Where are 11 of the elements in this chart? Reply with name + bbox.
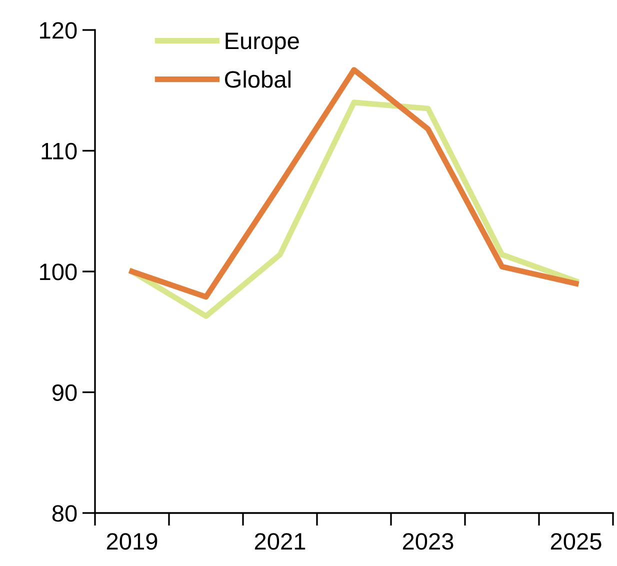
y-tick-label: 100 xyxy=(40,264,77,280)
legend-label: Europe xyxy=(226,32,299,54)
y-tick-label: 80 xyxy=(52,505,77,522)
x-tick-label: 2021 xyxy=(254,533,306,550)
y-tick-label: 120 xyxy=(40,22,77,39)
x-tick-label: 2025 xyxy=(550,533,602,550)
x-tick-label: 2019 xyxy=(106,533,158,550)
y-tick-label: 90 xyxy=(52,384,77,402)
legend-label: Global xyxy=(224,70,290,88)
x-tick-label: 2023 xyxy=(402,533,454,550)
y-tick-label: 110 xyxy=(42,142,77,160)
